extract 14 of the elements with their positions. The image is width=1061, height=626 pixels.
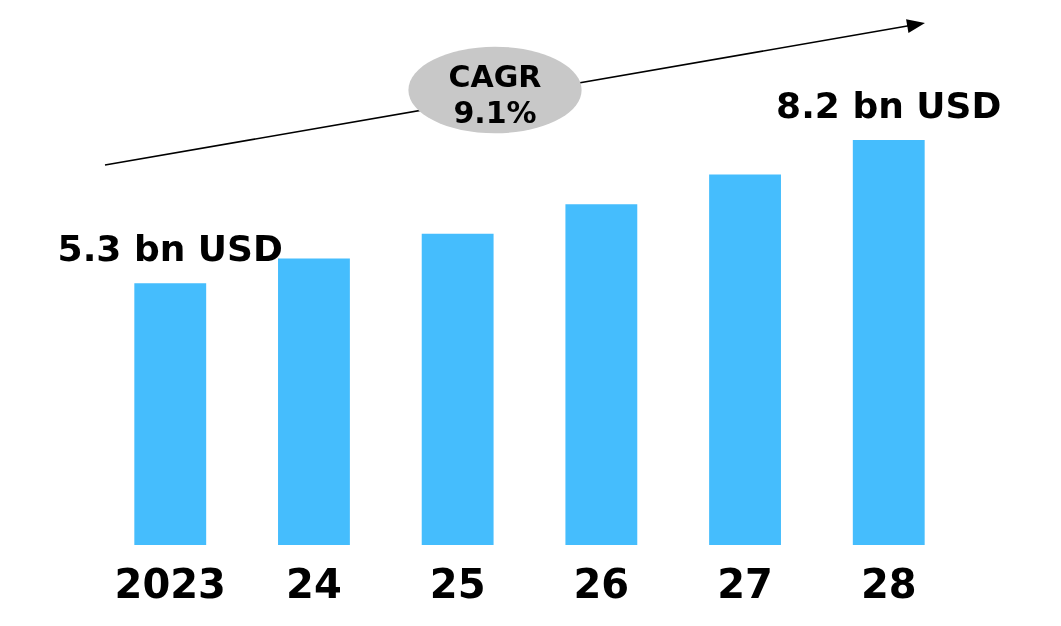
text: CAGR 9.1%	[448, 59, 542, 130]
x-tick-label: 2023	[114, 560, 226, 607]
bar	[134, 283, 207, 545]
x-tick-label: 28	[860, 560, 917, 607]
data-label: 5.3 bn USD	[57, 228, 283, 270]
x-tick-label: 26	[573, 560, 630, 607]
x-tick-label: 27	[717, 560, 773, 607]
x-tick-label: 25	[429, 560, 486, 607]
bar	[565, 204, 638, 545]
data-label: 8.2 bn USD	[776, 85, 1002, 126]
bar	[852, 140, 925, 545]
bar	[421, 233, 494, 545]
x-tick-label: 24	[286, 560, 342, 607]
bar	[709, 174, 781, 545]
